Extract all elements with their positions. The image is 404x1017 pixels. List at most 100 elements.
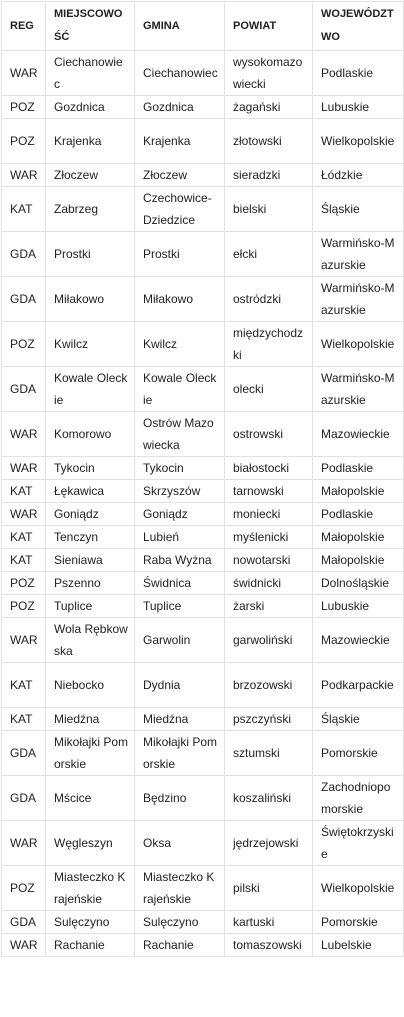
- cell-powiat: ostródzki: [224, 276, 313, 322]
- table-row: GDA Sulęczyno Sulęczyno kartuski Pomorsk…: [1, 910, 404, 934]
- cell-powiat: żarski: [224, 594, 313, 618]
- cell-wojewodztwo: Dolnośląskie: [312, 571, 404, 595]
- cell-wojewodztwo: Wielkopolskie: [312, 118, 404, 164]
- cell-miejscowosc: Komorowo: [45, 411, 135, 457]
- cell-miejscowosc: Kwilcz: [45, 321, 135, 367]
- table-row: POZ Gozdnica Gozdnica żagański Lubuskie: [1, 95, 404, 119]
- table-row: POZ Kwilcz Kwilcz międzychodzki Wielkopo…: [1, 321, 404, 367]
- cell-gmina: Oksa: [134, 820, 225, 866]
- table-row: KAT Zabrzeg Czechowice-Dziedzice bielski…: [1, 186, 404, 232]
- cell-reg: WAR: [1, 820, 46, 866]
- cell-reg: WAR: [1, 617, 46, 663]
- cell-wojewodztwo: Małopolskie: [312, 525, 404, 549]
- table-row: WAR Komorowo Ostrów Mazowiecka ostrowski…: [1, 411, 404, 457]
- cell-miejscowosc: Mikołajki Pomorskie: [45, 730, 135, 776]
- cell-wojewodztwo: Mazowieckie: [312, 411, 404, 457]
- cell-miejscowosc: Wola Rębkowska: [45, 617, 135, 663]
- table-row: WAR Węgleszyn Oksa jędrzejowski Świętokr…: [1, 820, 404, 866]
- table-row: GDA Mikołajki Pomorskie Mikołajki Pomors…: [1, 730, 404, 776]
- cell-reg: WAR: [1, 456, 46, 480]
- cell-wojewodztwo: Małopolskie: [312, 479, 404, 503]
- cell-powiat: tomaszowski: [224, 933, 313, 957]
- cell-wojewodztwo: Łódzkie: [312, 163, 404, 187]
- cell-powiat: jędrzejowski: [224, 820, 313, 866]
- cell-gmina: Złoczew: [134, 163, 225, 187]
- header-powiat: POWIAT: [224, 1, 313, 51]
- cell-gmina: Rachanie: [134, 933, 225, 957]
- cell-gmina: Lubień: [134, 525, 225, 549]
- table-row: KAT Tenczyn Lubień myślenicki Małopolski…: [1, 525, 404, 549]
- cell-miejscowosc: Miłakowo: [45, 276, 135, 322]
- table-row: GDA Prostki Prostki ełcki Warmińsko-Mazu…: [1, 231, 404, 277]
- cell-miejscowosc: Niebocko: [45, 662, 135, 708]
- cell-reg: GDA: [1, 910, 46, 934]
- table-row: GDA Kowale Oleckie Kowale Oleckie olecki…: [1, 366, 404, 412]
- cell-wojewodztwo: Lubelskie: [312, 933, 404, 957]
- cell-gmina: Prostki: [134, 231, 225, 277]
- cell-miejscowosc: Rachanie: [45, 933, 135, 957]
- cell-gmina: Mikołajki Pomorskie: [134, 730, 225, 776]
- table-row: KAT Niebocko Dydnia brzozowski Podkarpac…: [1, 662, 404, 708]
- cell-gmina: Kowale Oleckie: [134, 366, 225, 412]
- cell-powiat: żagański: [224, 95, 313, 119]
- cell-powiat: tarnowski: [224, 479, 313, 503]
- header-reg: REG: [1, 1, 46, 51]
- table-row: KAT Łękawica Skrzyszów tarnowski Małopol…: [1, 479, 404, 503]
- table-row: WAR Złoczew Złoczew sieradzki Łódzkie: [1, 163, 404, 187]
- table-row: GDA Miłakowo Miłakowo ostródzki Warmińsk…: [1, 276, 404, 322]
- cell-wojewodztwo: Podlaskie: [312, 502, 404, 526]
- header-wojewodztwo: WOJEWÓDZTWO: [312, 1, 404, 51]
- cell-wojewodztwo: Śląskie: [312, 707, 404, 731]
- cell-reg: KAT: [1, 525, 46, 549]
- cell-gmina: Miedźna: [134, 707, 225, 731]
- header-gmina: GMINA: [134, 1, 225, 51]
- cell-powiat: świdnicki: [224, 571, 313, 595]
- cell-miejscowosc: Ciechanowiec: [45, 50, 135, 96]
- cell-powiat: garwoliński: [224, 617, 313, 663]
- cell-miejscowosc: Tykocin: [45, 456, 135, 480]
- cell-reg: GDA: [1, 775, 46, 821]
- table-row: POZ Krajenka Krajenka złotowski Wielkopo…: [1, 118, 404, 164]
- cell-powiat: ostrowski: [224, 411, 313, 457]
- cell-miejscowosc: Zabrzeg: [45, 186, 135, 232]
- cell-powiat: sieradzki: [224, 163, 313, 187]
- cell-reg: GDA: [1, 276, 46, 322]
- cell-wojewodztwo: Warmińsko-Mazurskie: [312, 366, 404, 412]
- cell-wojewodztwo: Podlaskie: [312, 50, 404, 96]
- cell-wojewodztwo: Podlaskie: [312, 456, 404, 480]
- cell-reg: KAT: [1, 662, 46, 708]
- cell-reg: POZ: [1, 321, 46, 367]
- cell-powiat: sztumski: [224, 730, 313, 776]
- cell-reg: WAR: [1, 411, 46, 457]
- cell-reg: WAR: [1, 163, 46, 187]
- cell-wojewodztwo: Lubuskie: [312, 95, 404, 119]
- cell-reg: KAT: [1, 707, 46, 731]
- cell-wojewodztwo: Wielkopolskie: [312, 321, 404, 367]
- cell-wojewodztwo: Podkarpackie: [312, 662, 404, 708]
- cell-miejscowosc: Mścice: [45, 775, 135, 821]
- cell-reg: KAT: [1, 548, 46, 572]
- cell-miejscowosc: Łękawica: [45, 479, 135, 503]
- cell-miejscowosc: Goniądz: [45, 502, 135, 526]
- cell-miejscowosc: Miasteczko Krajeńskie: [45, 865, 135, 911]
- table-row: GDA Mścice Będzino koszaliński Zachodnio…: [1, 775, 404, 821]
- cell-gmina: Gozdnica: [134, 95, 225, 119]
- cell-gmina: Tuplice: [134, 594, 225, 618]
- cell-powiat: pilski: [224, 865, 313, 911]
- cell-wojewodztwo: Świętokrzyskie: [312, 820, 404, 866]
- table-row: WAR Wola Rębkowska Garwolin garwoliński …: [1, 617, 404, 663]
- cell-miejscowosc: Tenczyn: [45, 525, 135, 549]
- cell-powiat: myślenicki: [224, 525, 313, 549]
- cell-reg: WAR: [1, 50, 46, 96]
- cell-miejscowosc: Sulęczyno: [45, 910, 135, 934]
- cell-reg: KAT: [1, 479, 46, 503]
- cell-miejscowosc: Prostki: [45, 231, 135, 277]
- cell-gmina: Świdnica: [134, 571, 225, 595]
- cell-powiat: koszaliński: [224, 775, 313, 821]
- cell-gmina: Ciechanowiec: [134, 50, 225, 96]
- cell-powiat: brzozowski: [224, 662, 313, 708]
- cell-powiat: olecki: [224, 366, 313, 412]
- table-row: POZ Tuplice Tuplice żarski Lubuskie: [1, 594, 404, 618]
- cell-wojewodztwo: Mazowieckie: [312, 617, 404, 663]
- cell-wojewodztwo: Zachodniopomorskie: [312, 775, 404, 821]
